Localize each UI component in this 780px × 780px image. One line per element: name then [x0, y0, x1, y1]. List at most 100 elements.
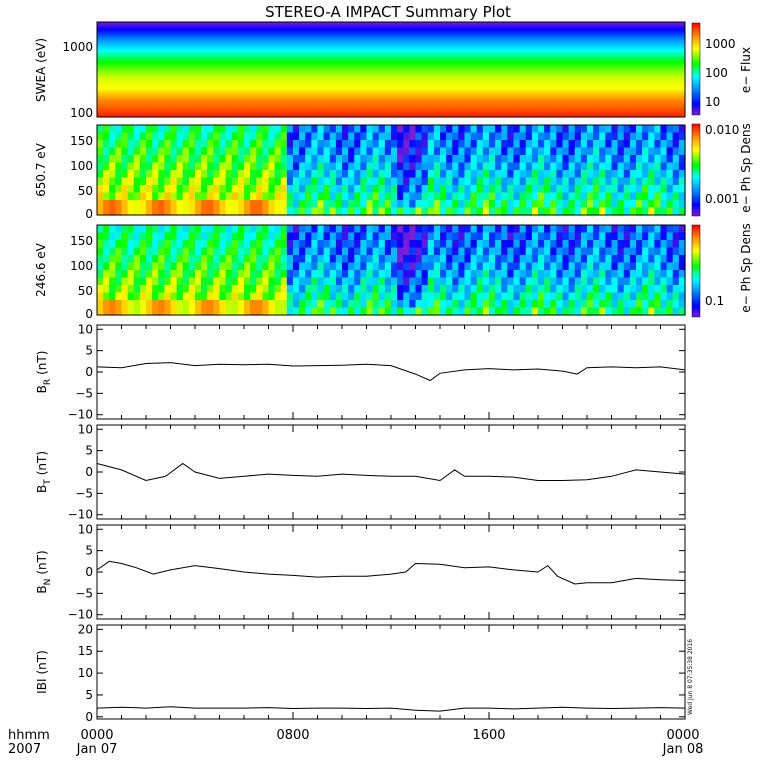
- pad246-cell: [103, 225, 110, 234]
- pad650-cell: [305, 170, 312, 179]
- pad650-cell: [317, 170, 325, 179]
- pad246-cell: [115, 247, 123, 256]
- pad650-cell: [544, 125, 551, 134]
- pad650-cell: [348, 207, 355, 216]
- pad246-cell: [348, 307, 355, 316]
- pad650-cell: [421, 132, 429, 141]
- pad246-cell: [599, 270, 606, 279]
- pad650-cell: [495, 192, 502, 201]
- pad650-cell: [397, 177, 404, 186]
- pad650-cell: [268, 177, 276, 186]
- pad246-cell: [403, 292, 410, 301]
- pad650-cell: [421, 185, 429, 194]
- pad650-cell: [348, 162, 355, 171]
- pad650-cell: [176, 177, 184, 186]
- pad246-cell: [115, 292, 123, 301]
- pad246-cell: [531, 307, 539, 316]
- pad246-cell: [97, 247, 104, 256]
- pad650-cell: [378, 147, 386, 156]
- pad650-cell: [305, 185, 312, 194]
- pad246-cell: [188, 240, 196, 249]
- pad246-cell: [629, 232, 637, 241]
- pad246-cell: [299, 270, 306, 279]
- pad650-cell: [256, 170, 263, 179]
- pad246-cell: [605, 240, 613, 249]
- pad650-cell: [440, 192, 447, 201]
- pad650-cell: [580, 207, 588, 216]
- pad246-cell: [409, 285, 417, 294]
- pad650-cell: [213, 207, 221, 216]
- pad650-cell: [391, 200, 398, 209]
- pad650-cell: [139, 125, 147, 134]
- pad246-cell: [409, 240, 417, 249]
- pad246-cell: [556, 270, 564, 279]
- pad246-cell: [599, 240, 606, 249]
- pad246-cell: [323, 285, 331, 294]
- pad246-cell: [452, 247, 459, 256]
- pad246-cell: [629, 225, 637, 234]
- pad650-cell: [415, 162, 423, 171]
- pad650-cell: [605, 140, 613, 149]
- pad246-cell: [219, 277, 227, 286]
- pad246-cell: [121, 225, 129, 234]
- pad650-cell: [654, 200, 662, 209]
- pad246-cell: [342, 240, 349, 249]
- pad650-cell: [672, 177, 680, 186]
- pad650-cell: [384, 207, 392, 216]
- pad650-cell: [605, 147, 613, 156]
- pad650-cell: [574, 207, 582, 216]
- pad650-cell: [146, 200, 153, 209]
- pad650-cell: [348, 192, 355, 201]
- pad246-cell: [109, 270, 116, 279]
- pad246-cell: [654, 232, 662, 241]
- pad246-cell: [440, 300, 447, 309]
- pad650-cell: [678, 147, 686, 156]
- pad650-cell: [219, 170, 227, 179]
- pad246-cell: [599, 247, 606, 256]
- pad650-cell: [348, 125, 355, 134]
- pad650-cell: [207, 147, 214, 156]
- pad246-cell: [133, 262, 141, 271]
- pad246-cell: [323, 270, 331, 279]
- pad650-cell: [201, 162, 208, 171]
- pad650-cell: [342, 162, 349, 171]
- pad246-cell: [170, 277, 178, 286]
- pad650-cell: [421, 170, 429, 179]
- pad650-cell: [666, 132, 674, 141]
- pad650-cell: [115, 185, 123, 194]
- pad246-cell: [562, 307, 570, 316]
- pad246-cell: [397, 232, 404, 241]
- pad246-cell: [360, 240, 368, 249]
- pad246-cell: [139, 292, 147, 301]
- pad650-cell: [409, 207, 417, 216]
- pad650-cell: [152, 207, 159, 216]
- pad246-cell: [329, 240, 337, 249]
- pad650-cell: [507, 170, 515, 179]
- pad650-cell: [127, 177, 135, 186]
- pad650-cell: [176, 132, 184, 141]
- pad246-cell: [397, 255, 404, 264]
- pad650-cell: [329, 200, 337, 209]
- pad650-cell: [544, 162, 551, 171]
- pad246-cell: [513, 232, 521, 241]
- pad650-cell: [170, 162, 178, 171]
- pad246-cell: [415, 262, 423, 271]
- pad650-cell: [225, 200, 233, 209]
- pad650-cell: [464, 162, 472, 171]
- pad246-cell: [213, 292, 221, 301]
- pad246-cell: [421, 247, 429, 256]
- pad650-cell: [593, 185, 600, 194]
- pad650-cell: [519, 162, 527, 171]
- pad246-cell: [525, 277, 533, 286]
- btot-ylabel: IBI(nT): [35, 650, 49, 694]
- pad650-cell: [636, 125, 643, 134]
- pad246-cell: [231, 270, 239, 279]
- pad650-cell: [501, 125, 508, 134]
- pad650-cell: [617, 147, 625, 156]
- pad246-cell: [231, 277, 239, 286]
- pad650-cell: [519, 185, 527, 194]
- pad246-cell: [225, 292, 233, 301]
- pad650-cell: [391, 132, 398, 141]
- pad246-cell: [262, 232, 270, 241]
- pad650-cell: [482, 192, 490, 201]
